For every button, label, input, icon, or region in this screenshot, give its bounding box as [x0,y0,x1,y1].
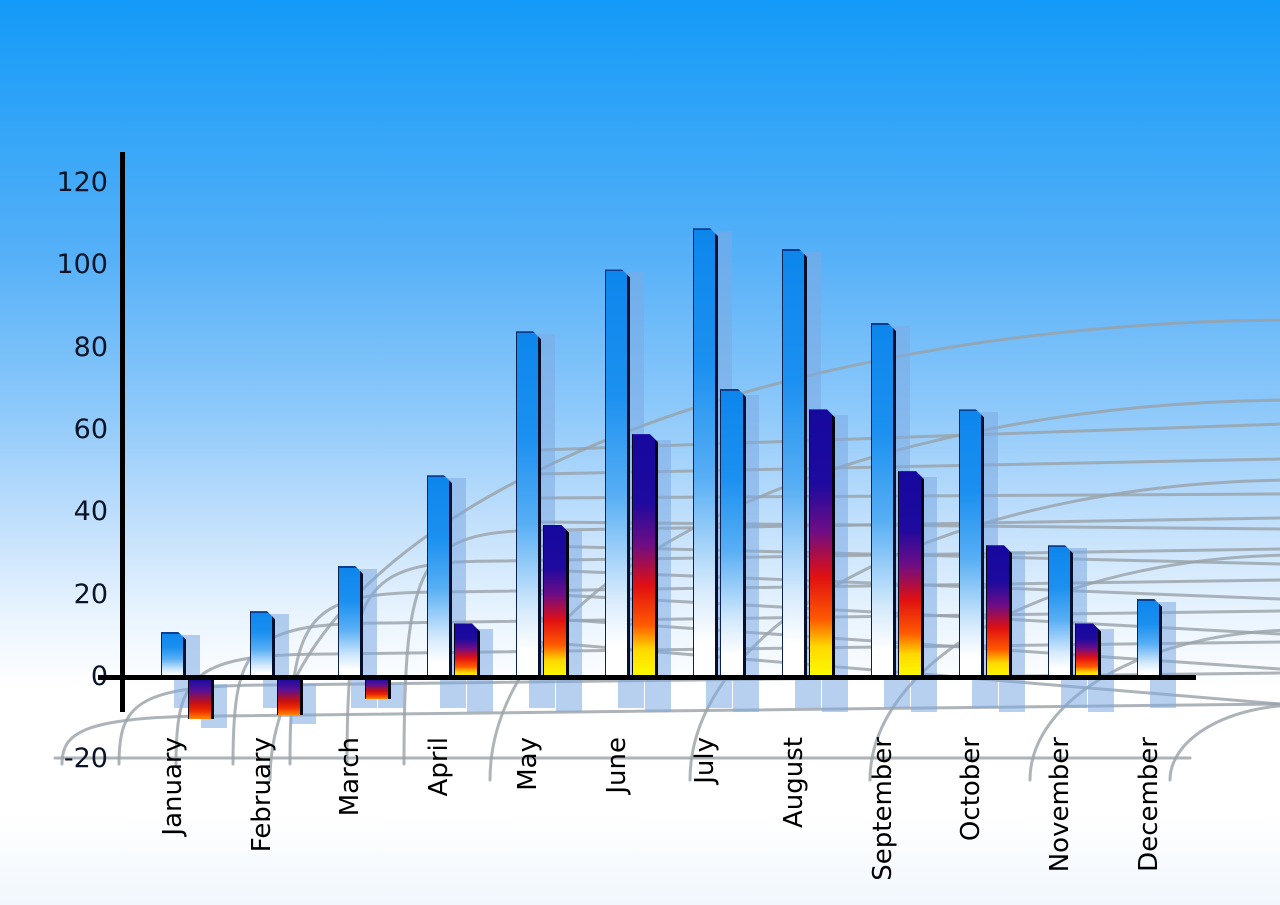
bar-october-primary [959,409,984,679]
y-tick-label: -20 [63,743,108,775]
bar-july-secondary [720,389,746,679]
bar-january-primary [161,632,186,679]
x-label-october: October [956,737,986,842]
x-label-september: September [868,737,898,881]
y-tick-label: 0 [20,661,108,693]
y-tick-label: 60 [73,413,108,445]
grid-line [60,702,1280,766]
bar-march-primary [338,566,363,679]
bar-september-primary [871,323,896,679]
bar-april-primary [427,475,452,679]
x-label-august: August [779,737,809,828]
bar-november-secondary [1075,623,1101,679]
bar-may-primary [516,331,541,679]
y-tick-label: 100 [56,249,108,281]
x-label-january: January [158,737,188,836]
grid-line [117,671,1280,766]
x-label-june: June [602,737,632,794]
y-tick-label: 80 [73,331,108,363]
bar-june-secondary [632,434,658,679]
x-label-february: February [247,737,277,853]
y-tick-label: 120 [56,166,108,198]
bar-november-primary [1048,545,1073,679]
y-tick-label: 20 [73,578,108,610]
x-label-july: July [690,737,720,784]
grid-line [174,640,1280,766]
bar-december-primary [1137,599,1162,679]
bar-august-secondary [809,409,835,679]
bar-july-primary [693,228,718,679]
y-axis-line [120,152,125,712]
bar-october-secondary [986,545,1012,679]
bar-january-secondary [188,678,214,720]
x-label-march: March [335,737,365,817]
bar-april-secondary [454,623,480,679]
bar-august-primary [782,249,807,679]
bar-march-secondary [365,678,391,699]
y-tick-label: 40 [73,496,108,528]
bar-june-primary [605,269,630,679]
bar-may-secondary [543,525,569,679]
bar-february-secondary [277,678,303,716]
x-label-april: April [424,737,454,797]
grid-line [1168,704,1280,782]
x-label-december: December [1134,737,1164,872]
grid-line [268,318,1280,782]
bar-february-primary [250,611,275,679]
x-axis-line [98,675,1196,680]
x-label-november: November [1045,737,1075,873]
bar-september-secondary [898,471,924,679]
grid-line [688,478,1280,782]
x-label-may: May [513,737,543,791]
